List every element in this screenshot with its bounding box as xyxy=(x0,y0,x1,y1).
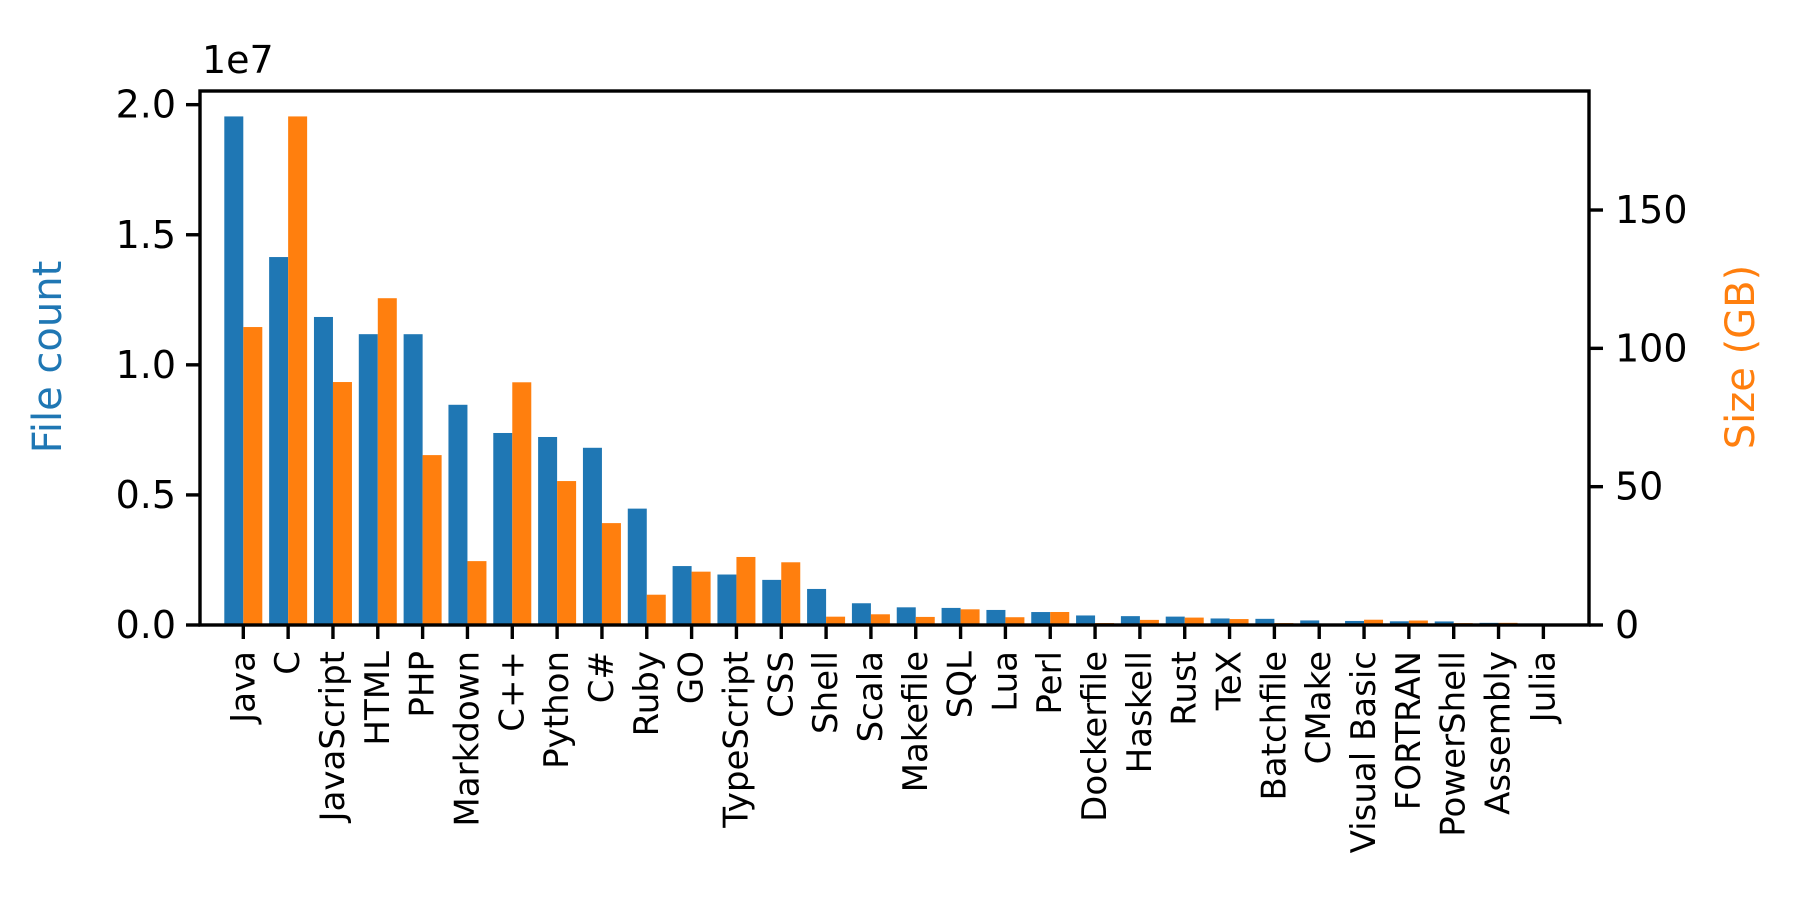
y-right-tick-label-100: 100 xyxy=(1615,326,1688,370)
bar-file-count-7-python xyxy=(538,436,558,625)
bar-file-count-0-java xyxy=(224,116,244,625)
bar-size-gb-17-lua xyxy=(1005,617,1025,625)
bar-file-count-16-sql xyxy=(941,607,961,625)
bar-size-gb-26-fortran xyxy=(1408,620,1428,625)
x-tick-label-c: C xyxy=(268,651,308,675)
x-tick-label-markdown: Markdown xyxy=(447,651,487,827)
bar-file-count-21-rust xyxy=(1165,616,1185,625)
x-tick-label-visual-basic: Visual Basic xyxy=(1344,651,1384,853)
plot-border xyxy=(198,89,1591,627)
x-tick-label-perl: Perl xyxy=(1030,651,1070,715)
y-left-tick-label-1-5: 1.5 xyxy=(116,213,176,257)
bar-file-count-3-html xyxy=(358,334,378,625)
bar-size-gb-0-java xyxy=(243,327,263,625)
x-tick-label-cmake: CMake xyxy=(1299,651,1339,764)
bar-size-gb-11-typescript xyxy=(736,556,756,625)
x-tick-label-c: C# xyxy=(582,651,622,703)
bar-file-count-12-css xyxy=(762,579,782,625)
x-tick-label-batchfile: Batchfile xyxy=(1254,651,1294,801)
bar-file-count-25-visual-basic xyxy=(1345,620,1365,625)
y-left-tick-label-0-0: 0.0 xyxy=(116,603,176,647)
x-tick-label-assembly: Assembly xyxy=(1479,651,1519,815)
x-tick-label-scala: Scala xyxy=(851,651,891,742)
bar-file-count-13-shell xyxy=(807,588,827,625)
bar-size-gb-13-shell xyxy=(826,616,846,625)
bar-size-gb-18-perl xyxy=(1050,611,1070,625)
y-left-tick-label-2-0: 2.0 xyxy=(116,83,176,127)
bar-file-count-15-makefile xyxy=(896,607,916,625)
bar-file-count-10-go xyxy=(672,566,692,625)
bar-size-gb-16-sql xyxy=(960,609,980,625)
bar-size-gb-2-javascript xyxy=(332,382,352,625)
x-tick-label-sql: SQL xyxy=(941,651,981,718)
bar-size-gb-1-c xyxy=(288,116,308,625)
x-tick-label-shell: Shell xyxy=(806,651,846,734)
bar-file-count-11-typescript xyxy=(717,574,737,625)
bar-size-gb-5-markdown xyxy=(467,561,487,625)
bar-size-gb-10-go xyxy=(691,571,711,625)
x-tick-label-tex: TeX xyxy=(1210,651,1250,711)
x-tick-label-rust: Rust xyxy=(1165,651,1205,726)
bar-file-count-8-c xyxy=(582,447,602,625)
bar-file-count-24-cmake xyxy=(1300,620,1320,625)
bar-file-count-22-tex xyxy=(1210,618,1230,625)
x-tick-label-c: C++ xyxy=(492,651,532,732)
bar-file-count-5-markdown xyxy=(448,404,468,625)
x-tick-label-fortran: FORTRAN xyxy=(1389,651,1429,810)
x-tick-label-lua: Lua xyxy=(985,651,1025,712)
bar-file-count-2-javascript xyxy=(313,316,333,625)
bar-file-count-20-haskell xyxy=(1120,616,1140,625)
y-right-tick-label-150: 150 xyxy=(1615,188,1688,232)
x-tick-label-typescript: TypeScript xyxy=(716,651,756,829)
bar-size-gb-14-scala xyxy=(870,614,890,625)
bar-size-gb-8-c xyxy=(601,523,621,625)
x-tick-label-css: CSS xyxy=(761,651,801,718)
bar-size-gb-9-ruby xyxy=(646,594,666,625)
x-tick-label-python: Python xyxy=(537,651,577,769)
x-tick-label-ruby: Ruby xyxy=(627,651,667,736)
y-left-tick-label-1-0: 1.0 xyxy=(116,343,176,387)
bar-file-count-14-scala xyxy=(851,603,871,625)
left-axis-title: File count xyxy=(25,260,71,454)
x-tick-label-go: GO xyxy=(672,651,712,704)
y-right-tick-label-0: 0 xyxy=(1615,603,1639,647)
bar-file-count-4-php xyxy=(403,334,423,625)
bar-size-gb-3-html xyxy=(377,298,397,625)
right-axis-title: Size (GB) xyxy=(1718,264,1764,450)
x-tick-label-javascript: JavaScript xyxy=(313,651,353,823)
x-tick-label-dockerfile: Dockerfile xyxy=(1075,651,1115,822)
x-tick-label-powershell: PowerShell xyxy=(1434,651,1474,837)
bar-size-gb-21-rust xyxy=(1184,617,1204,625)
bar-file-count-6-c xyxy=(493,432,513,625)
x-tick-label-haskell: Haskell xyxy=(1120,651,1160,773)
bar-file-count-1-c xyxy=(269,257,289,625)
y-right-tick-label-50: 50 xyxy=(1615,465,1663,509)
bar-size-gb-4-php xyxy=(422,455,442,625)
bar-file-count-27-powershell xyxy=(1434,621,1454,625)
bar-file-count-9-ruby xyxy=(627,508,647,625)
bar-file-count-23-batchfile xyxy=(1255,618,1275,625)
bar-file-count-18-perl xyxy=(1031,612,1051,625)
bar-file-count-19-dockerfile xyxy=(1076,615,1096,625)
bar-file-count-17-lua xyxy=(986,609,1006,625)
x-tick-label-html: HTML xyxy=(358,651,398,746)
bar-size-gb-25-visual-basic xyxy=(1364,619,1384,625)
bar-size-gb-7-python xyxy=(557,481,577,625)
bar-size-gb-15-makefile xyxy=(915,616,935,625)
bar-size-gb-12-css xyxy=(781,562,801,625)
bar-size-gb-20-haskell xyxy=(1139,619,1159,625)
x-tick-label-java: Java xyxy=(223,651,263,725)
y-axis-offset-text: 1e7 xyxy=(202,38,274,82)
bar-size-gb-6-c xyxy=(512,382,532,625)
x-tick-label-makefile: Makefile xyxy=(896,651,936,792)
x-tick-label-julia: Julia xyxy=(1523,651,1563,724)
y-left-tick-label-0-5: 0.5 xyxy=(116,473,176,517)
bar-size-gb-22-tex xyxy=(1229,619,1249,625)
x-tick-label-php: PHP xyxy=(403,651,443,718)
bar-file-count-26-fortran xyxy=(1389,621,1409,625)
